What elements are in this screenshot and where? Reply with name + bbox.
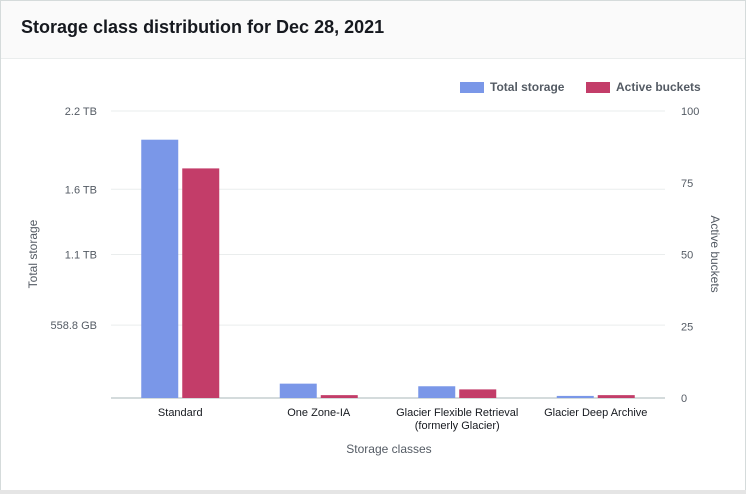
right-axis-tick-label: 0: [681, 393, 687, 405]
right-axis-tick-label: 100: [681, 106, 699, 118]
panel-title: Storage class distribution for Dec 28, 2…: [21, 17, 385, 37]
left-axis-tick-label: 2.2 TB: [65, 106, 97, 118]
bar-active-buckets: [459, 389, 497, 398]
x-axis-tick-label: (formerly Glacier): [415, 420, 500, 432]
left-axis-tick-label: 1.6 TB: [65, 184, 97, 196]
bar-total-storage: [279, 383, 317, 398]
x-axis-tick-label: Standard: [158, 407, 203, 419]
bar-active-buckets: [597, 395, 635, 398]
left-axis-tick-label: 1.1 TB: [65, 250, 97, 262]
y-axis-right-title: Active buckets: [708, 215, 722, 292]
bar-total-storage: [141, 139, 179, 398]
x-axis-tick-label: One Zone-IA: [287, 407, 351, 419]
right-axis-tick-label: 50: [681, 250, 693, 262]
bar-total-storage: [556, 395, 594, 398]
y-axis-left-title: Total storage: [26, 219, 40, 288]
bottom-strip: [0, 490, 746, 494]
x-axis-tick-label: Glacier Deep Archive: [544, 407, 647, 419]
legend-label-total-storage: Total storage: [490, 80, 565, 94]
right-axis-tick-label: 25: [681, 321, 693, 333]
bar-active-buckets: [320, 395, 358, 398]
bar-active-buckets: [182, 168, 220, 398]
legend-label-active-buckets: Active buckets: [616, 80, 701, 94]
panel-header: Storage class distribution for Dec 28, 2…: [1, 1, 745, 59]
left-axis-tick-label: 558.8 GB: [51, 320, 97, 332]
right-axis-tick-label: 75: [681, 178, 693, 190]
x-axis-tick-label: Glacier Flexible Retrieval: [396, 407, 518, 419]
legend-swatch-total-storage: [460, 82, 484, 93]
bar-total-storage: [418, 386, 456, 398]
legend-swatch-active-buckets: [586, 82, 610, 93]
x-axis-title: Storage classes: [346, 442, 431, 456]
